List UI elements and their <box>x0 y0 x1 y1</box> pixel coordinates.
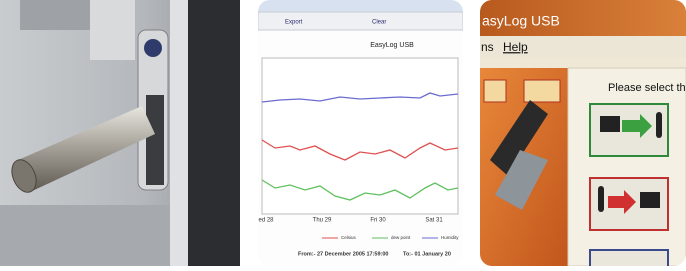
footer-from: From:- 27 December 2005 17:59:00 <box>298 251 389 257</box>
menu-item[interactable]: Help <box>503 40 528 54</box>
x-label: Thu 29 <box>313 218 332 224</box>
x-label: ed 28 <box>258 218 274 224</box>
toolbar-item[interactable]: Clear <box>372 20 386 26</box>
menu-item[interactable]: ns <box>481 40 494 54</box>
app-window: asyLog USB ns Help Please select th <box>480 0 686 266</box>
chart-title: EasyLog USB <box>370 42 414 49</box>
collage: Export Clear EasyLog USB ed 28 Thu 29 Fr… <box>0 0 686 266</box>
window-title: asyLog USB <box>482 13 560 29</box>
prompt: Please select th <box>608 82 686 94</box>
legend-entry: Humidity <box>441 235 459 240</box>
log-window: Export Clear EasyLog USB ed 28 Thu 29 Fr… <box>258 0 463 266</box>
pc-photo <box>0 0 240 266</box>
x-label: Sat 31 <box>425 218 443 224</box>
toolbar-item[interactable]: Export <box>285 20 303 26</box>
legend-entry: Celsius <box>341 235 357 240</box>
x-label: Fri 30 <box>370 218 386 224</box>
legend-entry: dew point <box>391 235 411 240</box>
footer-to: To:- 01 January 20 <box>403 251 451 257</box>
